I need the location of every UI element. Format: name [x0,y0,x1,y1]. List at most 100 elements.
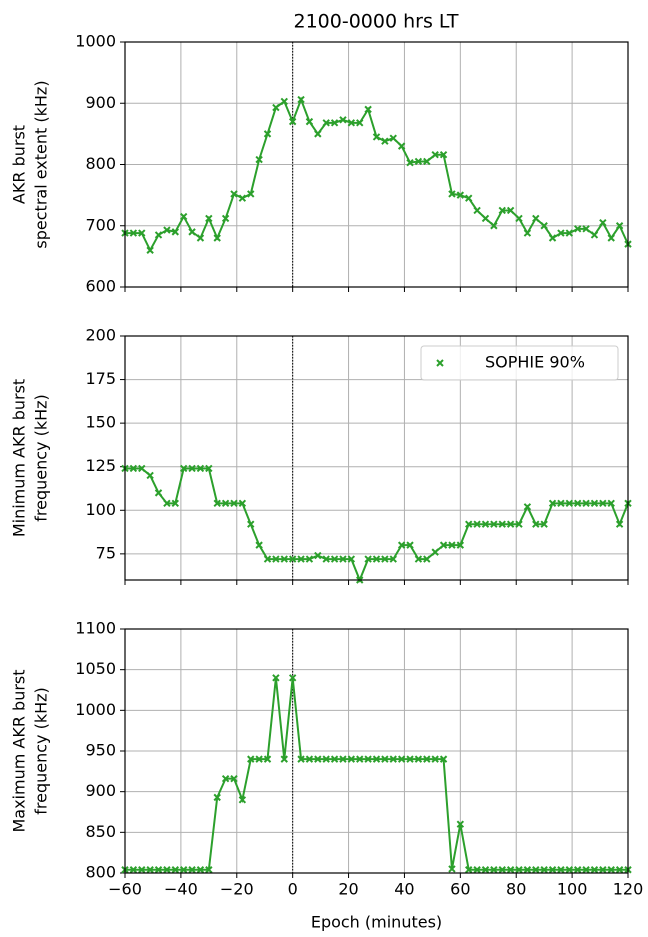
x-tick-label: 40 [394,880,414,899]
y-axis-label: Maximum AKR burst [10,669,29,832]
data-point [230,774,238,783]
data-point [163,499,171,508]
data-point [456,820,465,828]
data-point [138,464,146,473]
data-point [465,866,473,874]
data-point [347,755,356,763]
data-point [615,520,624,528]
data-point [439,541,448,549]
x-axis-label: Epoch (minutes) [311,913,442,932]
data-point [607,866,615,874]
data-point [523,503,532,511]
data-point [548,866,557,874]
data-point [372,755,381,763]
data-point [297,755,305,763]
x-tick-label: −60 [108,880,142,899]
data-point [573,499,582,508]
data-point [523,866,532,874]
data-point [515,520,523,528]
data-point [238,499,247,508]
data-point [339,755,347,763]
data-point [330,755,339,763]
data-line [125,467,629,583]
data-point [532,520,540,528]
data-point [364,755,372,763]
data-point [381,555,389,563]
data-point [238,796,247,804]
data-point [171,499,180,508]
data-point [615,222,624,230]
data-point [406,158,414,167]
data-point [389,755,397,763]
data-point [506,866,515,874]
y-tick-label: 1100 [75,619,116,638]
data-point [154,489,163,497]
data-point [599,866,607,874]
data-point [305,755,314,763]
data-point [582,499,590,508]
x-tick-label: −40 [164,880,198,899]
data-point [599,218,607,227]
data-point [247,755,255,763]
data-point [322,755,330,763]
data-point [448,865,456,873]
data-point [205,866,213,874]
data-point [431,755,439,763]
chart-title: 2100-0000 hrs LT [294,11,459,33]
y-tick-label: 950 [85,741,116,760]
data-point [288,555,297,563]
y-tick-label: 800 [85,863,116,882]
data-point [498,206,506,215]
data-point [213,793,221,802]
y-axis-label: frequency (kHz) [32,394,51,522]
x-tick-label: 60 [450,880,470,899]
data-point [138,866,146,874]
data-point [573,225,582,233]
data-point [423,755,431,763]
data-point [607,234,615,242]
data-point [146,246,154,254]
data-point [540,520,548,528]
data-point [406,755,414,763]
x-tick-label: 20 [338,880,358,899]
data-point [465,194,473,202]
data-point [389,134,397,142]
data-point [397,142,406,150]
data-point [372,133,381,141]
data-point [423,157,431,166]
data-point [532,214,540,223]
data-point [557,229,565,237]
data-point [565,866,574,874]
legend-label: SOPHIE 90% [485,353,585,372]
data-line [125,677,628,871]
data-point [565,229,574,237]
data-point [196,866,205,874]
data-point [590,866,599,874]
data-point [381,137,389,145]
data-point [247,190,255,198]
axes-frame [124,41,629,288]
x-tick-label: 120 [613,880,644,899]
data-point [196,464,205,473]
data-point [196,234,205,242]
data-point [188,228,196,236]
data-point [356,119,364,127]
y-tick-label: 100 [85,500,116,519]
data-point [565,499,574,508]
y-tick-label: 175 [85,369,116,388]
data-point [330,555,339,563]
y-tick-label: 75 [96,543,116,562]
data-point [523,229,532,237]
data-point [297,555,305,563]
axes-frame [124,628,629,874]
data-point [314,755,322,763]
y-tick-label: 1000 [75,32,116,51]
data-point [389,555,397,563]
data-point [448,190,456,198]
data-point [230,499,238,508]
data-point [414,555,423,563]
data-point [481,866,490,874]
data-point [314,551,322,560]
y-axis-label: Minimum AKR burst [10,379,29,537]
